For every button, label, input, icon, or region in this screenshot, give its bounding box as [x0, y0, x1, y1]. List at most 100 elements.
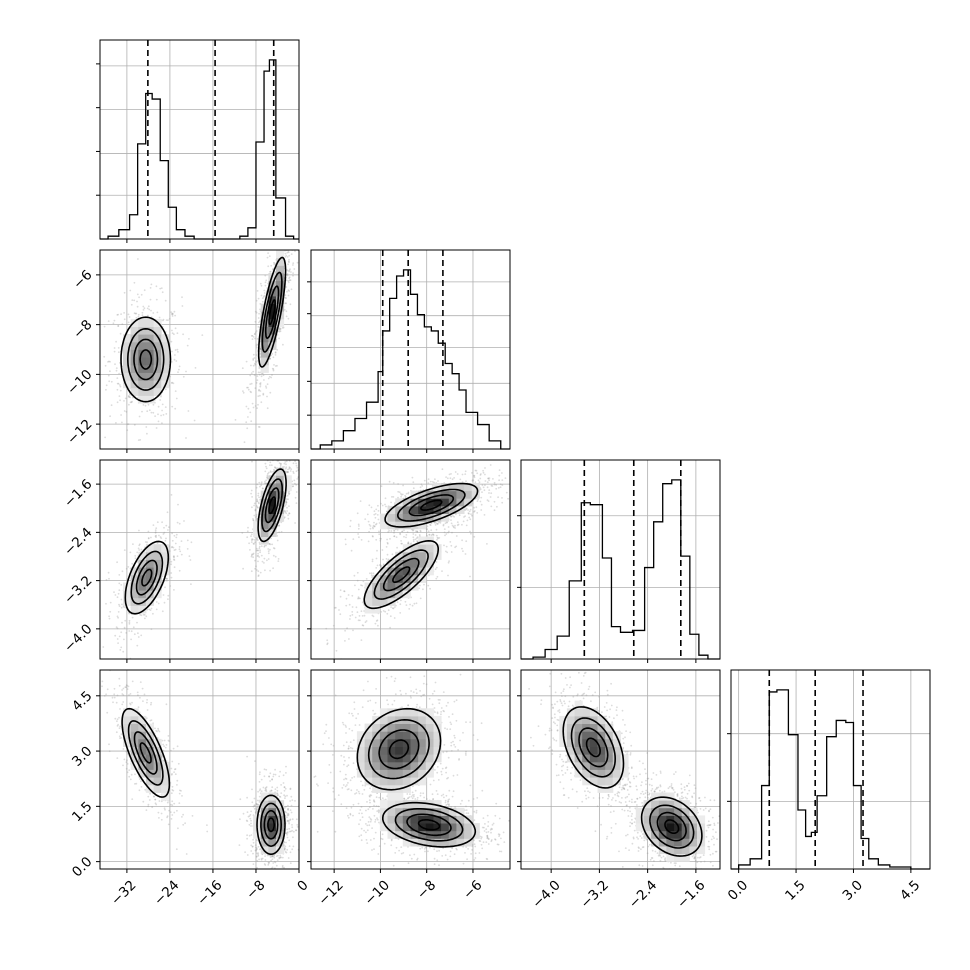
- panel-2-0-sample: [272, 470, 274, 473]
- panel-1-0-sample: [119, 332, 122, 335]
- panel-1-0-sample: [141, 410, 143, 413]
- panel-2-0-density-cell: [260, 528, 269, 537]
- panel-2-1-sample: [464, 515, 466, 517]
- panel-2-0-density-cell: [253, 521, 262, 530]
- panel-2-1-contour: [363, 539, 440, 610]
- hist-0-step: [100, 59, 299, 240]
- panel-2-1-sample: [393, 529, 395, 531]
- panel-2-1-sample: [454, 527, 456, 529]
- panel-2-1-sample: [469, 508, 472, 511]
- panel-2-1-sample: [450, 522, 453, 525]
- panel-1-0-sample: [147, 305, 150, 308]
- panel-1-0-sample: [254, 320, 257, 323]
- panel-1-0-sample: [263, 294, 266, 297]
- panel-2-0-sample: [292, 485, 294, 487]
- panel-2-1-sample: [465, 480, 467, 483]
- panel-2-1-sample: [400, 492, 402, 495]
- panel-2-0-density-cell: [145, 544, 154, 553]
- hist-3-frame: [730, 669, 931, 870]
- panel-3-0-sample: [119, 708, 121, 710]
- panel-2-1-sample: [431, 533, 434, 536]
- panel-1-0-sample: [293, 219, 295, 221]
- panel-2-0-sample: [258, 556, 261, 558]
- panel-2-1-sample: [382, 610, 385, 612]
- panel-2-1-sample: [326, 643, 329, 646]
- panel-1-0-sample: [130, 401, 133, 404]
- panel-2-1-sample: [391, 496, 393, 498]
- panel-1-0-sample: [127, 313, 130, 316]
- panel-1-0-sample: [260, 375, 263, 378]
- panel-1-0-sample: [263, 379, 265, 381]
- panel-2-1-sample: [416, 540, 418, 542]
- panel-2-0-sample: [265, 479, 268, 482]
- panel-2-0-sample: [169, 585, 172, 587]
- panel-2-0-sample: [134, 557, 137, 560]
- panel-2-0-sample: [257, 494, 260, 497]
- panel-3-0-sample: [118, 727, 121, 730]
- panel-2-0-sample: [254, 509, 257, 512]
- panel-2-1-sample: [361, 615, 364, 617]
- panel-1-0-sample: [255, 361, 257, 363]
- panel-2-0-sample: [259, 498, 261, 501]
- panel-2-0-sample: [294, 522, 296, 524]
- panel-2-1-sample: [375, 522, 378, 525]
- panel-2-1-sample: [421, 485, 424, 487]
- panel-2-1-sample: [338, 609, 340, 611]
- panel-1-0-density-cell: [145, 387, 154, 396]
- panel-3-0-sample: [176, 779, 179, 782]
- panel-2-0-sample: [289, 467, 291, 469]
- panel-1-0-sample: [161, 291, 164, 294]
- panel-2-0-sample: [170, 494, 173, 496]
- panel-2-1-density-cell: [471, 490, 480, 499]
- panel-2-1-sample: [452, 525, 455, 528]
- panel-1-0-sample: [259, 382, 261, 385]
- panel-2-0-sample: [163, 601, 166, 604]
- panel-2-0-sample: [288, 505, 290, 507]
- panel-1-0-sample: [289, 303, 292, 306]
- panel-2-1-density-cell: [410, 551, 419, 560]
- panel-1-0-density-cell: [138, 357, 147, 366]
- panel-2-0-sample: [123, 549, 126, 551]
- panel-1-0-sample: [260, 401, 263, 404]
- panel-1-0-sample: [279, 330, 282, 333]
- panel-1-0-sample: [124, 397, 127, 400]
- panel-1-0-sample: [266, 395, 268, 398]
- panel-2-0-sample: [157, 602, 160, 605]
- panel-1-0-sample: [107, 320, 110, 322]
- panel-1-0-sample: [130, 303, 133, 306]
- panel-1-0-sample: [174, 407, 177, 410]
- panel-2-1-sample: [386, 538, 388, 541]
- panel-1-0-density-cell: [276, 280, 285, 289]
- panel-1-0-density-cell: [138, 364, 147, 373]
- panel-2-1-sample: [405, 534, 408, 536]
- panel-2-0-sample: [179, 550, 182, 553]
- panel-1-0-sample: [259, 347, 261, 350]
- panel-2-1-sample: [477, 498, 479, 501]
- panel-1-0-sample: [255, 354, 258, 356]
- panel-2-1-sample: [484, 484, 486, 487]
- panel-2-0-sample: [264, 569, 266, 572]
- panel-2-1-sample: [465, 524, 468, 527]
- panel-2-0-sample: [251, 506, 253, 509]
- panel-2-0-sample: [173, 549, 176, 551]
- panel-1-0-sample: [265, 385, 267, 388]
- panel-2-1-sample: [434, 524, 437, 526]
- panel-2-0-sample: [257, 555, 259, 557]
- panel-2-0-sample: [285, 501, 287, 504]
- panel-1-0-sample: [258, 373, 261, 376]
- panel-1-0-sample: [154, 401, 156, 404]
- panel-1-0-sample: [182, 375, 185, 378]
- panel-1-0-sample: [112, 322, 115, 325]
- panel-1-0-sample: [289, 227, 291, 229]
- panel-1-0-density-cell: [130, 318, 139, 327]
- panel-2-0-sample: [176, 555, 179, 557]
- panel-2-0-sample: [161, 575, 164, 578]
- panel-2-1-sample: [512, 464, 514, 466]
- panel-1-0-sample: [178, 368, 180, 371]
- panel-2-1-sample: [357, 523, 360, 526]
- panel-2-1-density-cell: [387, 590, 396, 599]
- panel-1-0-density-cell: [145, 357, 154, 366]
- panel-2-0-sample: [280, 530, 283, 533]
- panel-1-0-sample: [117, 382, 120, 385]
- panel-2-1-sample: [435, 566, 438, 569]
